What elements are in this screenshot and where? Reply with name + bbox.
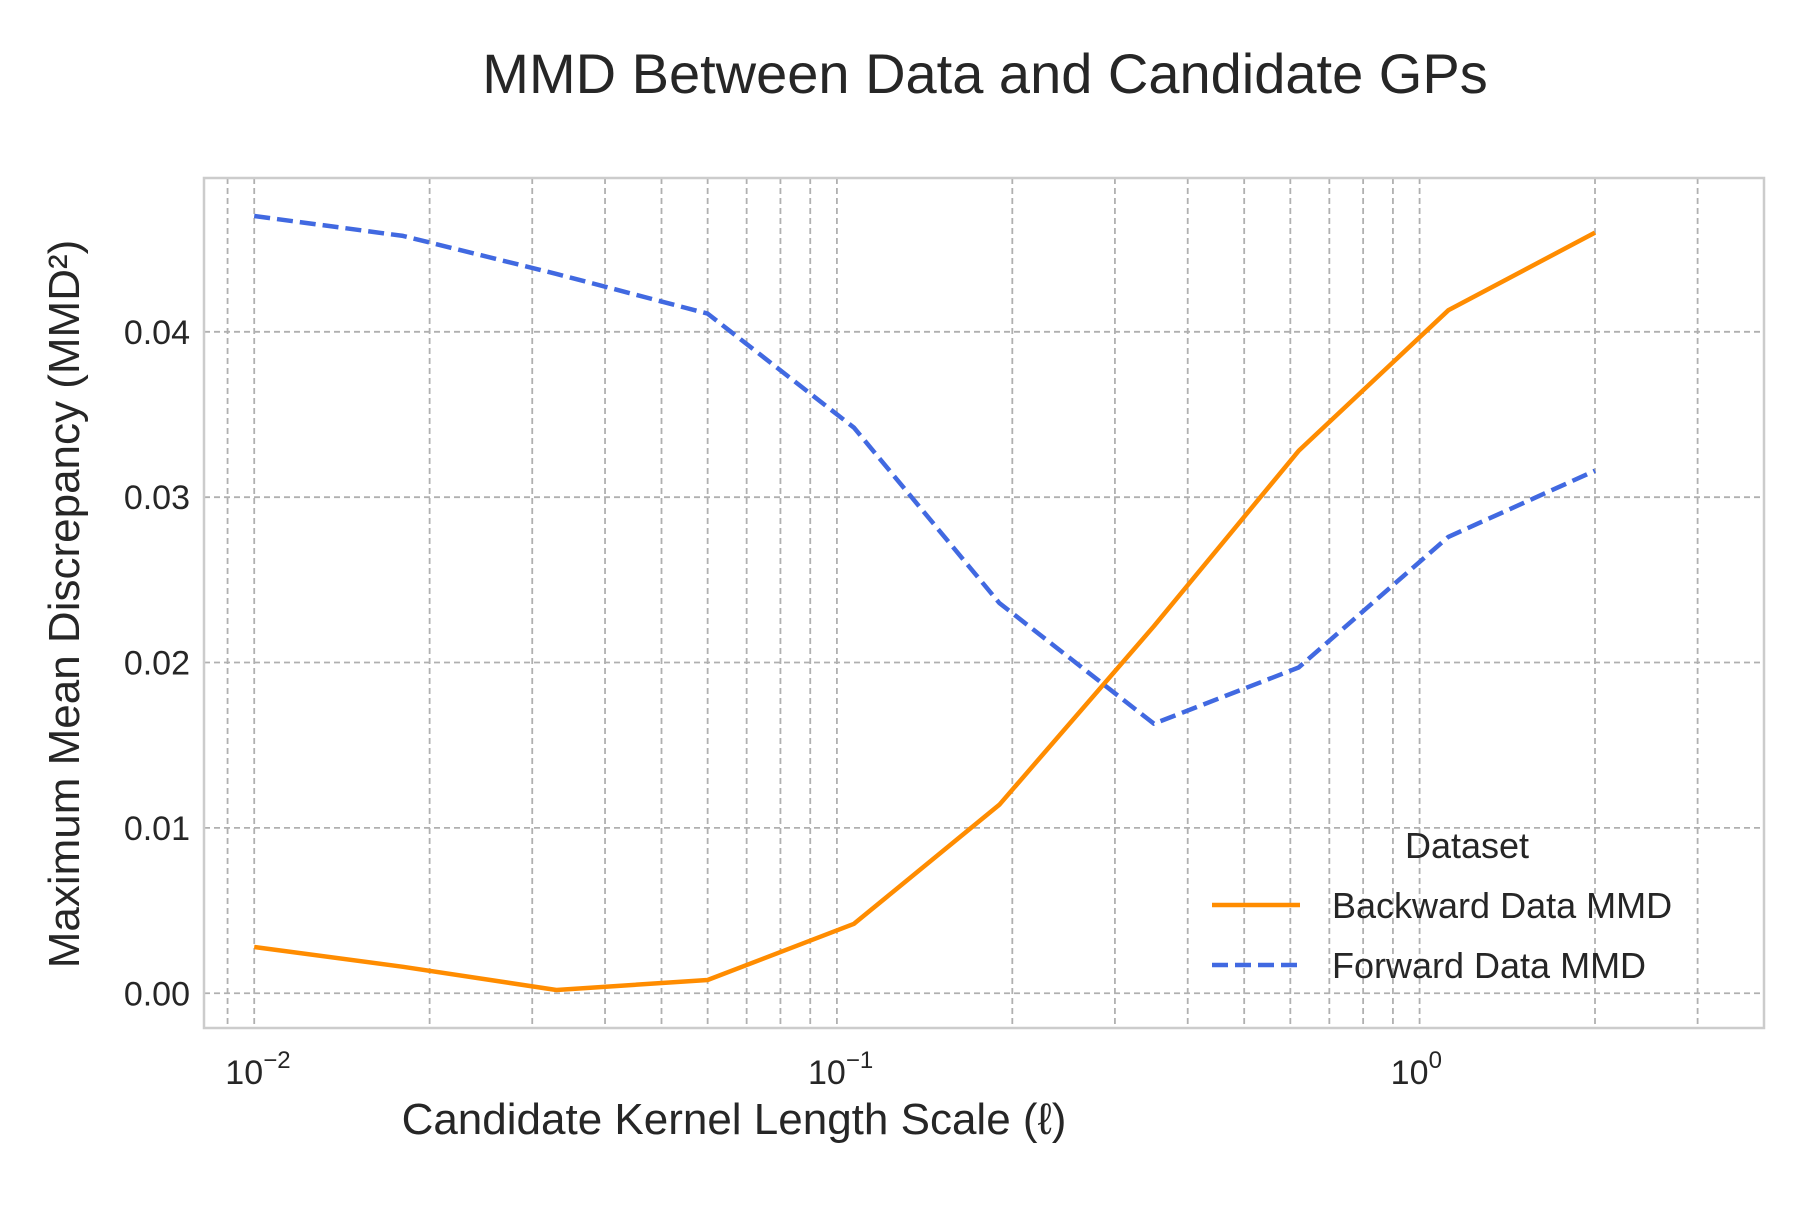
- x-tick-exponent: −1: [846, 1047, 873, 1074]
- x-tick-exponent: −2: [263, 1047, 290, 1074]
- legend-label: Forward Data MMD: [1332, 945, 1646, 986]
- x-tick-base: 10: [808, 1054, 846, 1092]
- y-tick-label: 0.03: [124, 479, 190, 517]
- x-tick-base: 10: [1391, 1054, 1429, 1092]
- series-line-backward-data-mmd: [253, 230, 1597, 993]
- x-tick-label: 10 −1: [808, 1047, 873, 1092]
- y-tick-label: 0.00: [124, 975, 190, 1013]
- y-axis-label: Maximum Mean Discrepancy (MMD²): [40, 240, 89, 969]
- x-tick-base: 10: [225, 1054, 263, 1092]
- x-tick-label: 10 −2: [225, 1047, 290, 1092]
- chart-title: MMD Between Data and Candidate GPs: [482, 42, 1487, 105]
- legend-title: Dataset: [1405, 825, 1529, 866]
- series-lines: [253, 213, 1597, 993]
- grid: [204, 178, 1764, 1028]
- x-axis-label: Candidate Kernel Length Scale (ℓ): [402, 1095, 1067, 1144]
- x-tick-label: 10 0: [1391, 1047, 1442, 1092]
- plot-frame: [202, 176, 1766, 1030]
- legend-label: Backward Data MMD: [1332, 885, 1672, 926]
- y-tick-label: 0.01: [124, 810, 190, 848]
- y-tick-label: 0.04: [124, 314, 190, 352]
- series-line-forward-data-mmd: [253, 213, 1596, 726]
- y-tick-label: 0.02: [124, 645, 190, 683]
- legend: Dataset Backward Data MMD Forward Data MMD: [1212, 825, 1672, 986]
- x-tick-exponent: 0: [1429, 1047, 1442, 1074]
